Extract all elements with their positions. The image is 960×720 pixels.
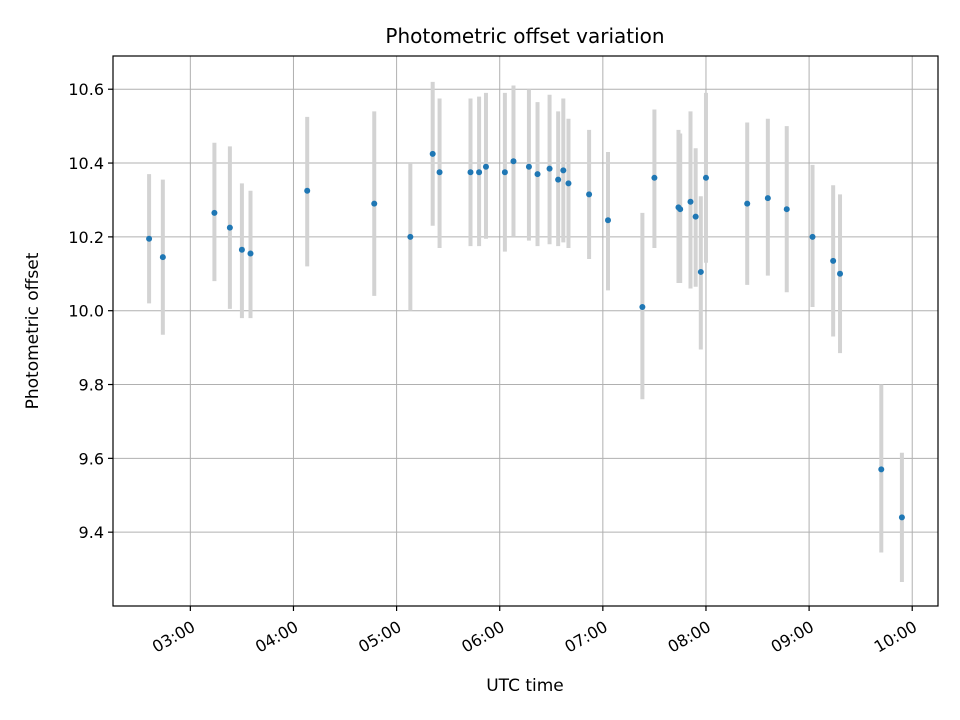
x-axis-label: UTC time <box>486 676 564 696</box>
data-point <box>560 167 567 174</box>
y-tick-label: 10.6 <box>68 80 104 99</box>
data-point <box>476 169 483 176</box>
data-point <box>830 257 837 264</box>
data-point <box>482 163 489 170</box>
data-point <box>211 209 218 216</box>
chart-title: Photometric offset variation <box>385 24 664 48</box>
y-tick-label: 10.0 <box>68 302 104 321</box>
data-point <box>809 233 816 240</box>
y-tick-label: 9.8 <box>79 376 104 395</box>
data-point <box>555 176 562 183</box>
data-point <box>247 250 254 257</box>
data-point <box>436 169 443 176</box>
data-point <box>687 198 694 205</box>
grid <box>113 56 938 606</box>
data-point <box>697 268 704 275</box>
data-point <box>605 217 611 224</box>
data-point <box>744 200 751 207</box>
y-tick-label: 9.4 <box>79 523 104 542</box>
data-point <box>534 171 541 178</box>
data-point <box>510 158 517 165</box>
y-ticks: 9.4 9.6 9.8 10.0 10.2 10.4 10.6 <box>68 80 113 542</box>
y-tick-label: 10.4 <box>68 154 104 173</box>
data-point <box>878 466 885 473</box>
y-axis-label: Photometric offset <box>23 252 43 409</box>
plot-frame <box>112 55 939 607</box>
y-tick-label: 9.6 <box>79 449 104 468</box>
data-point <box>525 163 532 170</box>
data-point <box>429 150 436 157</box>
data-point <box>371 200 378 207</box>
data-point <box>764 195 771 202</box>
data-point <box>226 224 233 231</box>
data-point <box>639 304 646 311</box>
data-point <box>407 233 414 240</box>
data-point <box>677 206 684 213</box>
data-point <box>837 270 844 277</box>
data-point <box>467 169 474 176</box>
plot-area <box>113 56 938 606</box>
data-point <box>546 165 553 172</box>
data-point <box>783 206 790 213</box>
data-point <box>702 174 709 181</box>
data-point <box>651 174 658 181</box>
data-point <box>159 254 166 261</box>
data-point <box>898 514 905 521</box>
data-points <box>146 150 905 521</box>
data-point <box>586 191 593 198</box>
data-point <box>501 169 508 176</box>
data-point <box>146 235 153 242</box>
data-point <box>565 180 572 187</box>
data-point <box>304 187 311 194</box>
y-tick-label: 10.2 <box>68 228 104 247</box>
data-point <box>238 246 245 253</box>
data-point <box>692 213 699 220</box>
